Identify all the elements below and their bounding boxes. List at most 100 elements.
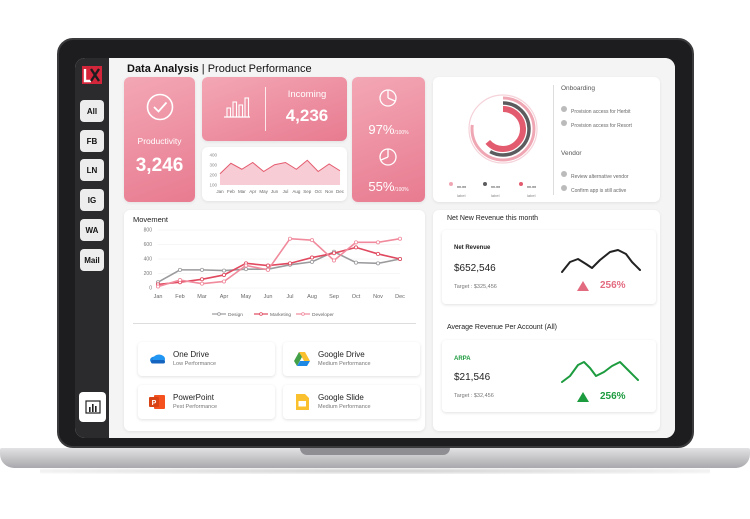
legend-dot <box>483 181 487 186</box>
movement-point <box>331 258 336 263</box>
vendor-item-label: Review alternative vendor <box>571 174 629 180</box>
triangle-up-icon <box>577 281 589 291</box>
movement-point <box>244 267 249 272</box>
mini-chart-card: 400 300 200 100 Jan Feb Mar Apr May Jun Jul Aug Sep O… <box>202 147 347 201</box>
mini-x-tick: Jul <box>283 189 289 194</box>
onboarding-item[interactable]: Provision access for Herbit <box>561 100 630 118</box>
bar-chart-icon <box>224 97 250 118</box>
movement-point <box>222 268 227 273</box>
net-revenue-target: Target : $325,456 <box>454 284 497 290</box>
sidebar-item-fb[interactable]: FB <box>80 130 104 152</box>
incoming-divider <box>265 87 266 131</box>
status-divider <box>553 85 554 195</box>
movement-y-tick: 800 <box>144 228 153 234</box>
google-drive-icon <box>294 352 310 366</box>
mini-x-tick: Jan <box>216 189 224 194</box>
tool-name: Google Slide <box>318 393 364 402</box>
laptop-shadow <box>40 468 710 474</box>
sparkline-path <box>561 249 641 273</box>
analytics-button[interactable] <box>79 392 106 422</box>
movement-point <box>309 259 314 264</box>
mini-y-tick: 200 <box>209 173 217 178</box>
tool-name: Google Drive <box>318 350 365 359</box>
sidebar-item-ln[interactable]: LN <box>80 159 104 181</box>
movement-point <box>287 261 292 266</box>
movement-series-line <box>157 250 401 283</box>
pie-chart-icon <box>379 89 397 107</box>
arpa-sparkline <box>561 361 639 383</box>
movement-y-tick: 0 <box>149 286 152 292</box>
legend-value: xx.xx <box>491 184 501 189</box>
mini-x-tick: Apr <box>249 189 257 194</box>
movement-point <box>397 236 402 241</box>
tool-performance: Medium Performance <box>318 361 371 367</box>
sidebar-item-label: LN <box>86 165 98 175</box>
check-icon <box>561 170 567 177</box>
incoming-label: Incoming <box>287 89 327 100</box>
movement-x-tick: Mar <box>197 294 207 300</box>
movement-point <box>375 240 380 245</box>
sidebar-item-all[interactable]: All <box>80 100 104 122</box>
arpa-box: ARPA $21,546 Target : $32,456 256% <box>442 340 656 412</box>
check-icon <box>561 119 567 126</box>
movement-y-tick: 400 <box>144 257 153 263</box>
onboarding-title: Onboarding <box>561 85 595 92</box>
movement-point <box>178 278 183 283</box>
sidebar-item-label: Mail <box>84 255 100 265</box>
percent-value-1: 97%/100% <box>352 121 425 139</box>
vendor-title: Vendor <box>561 150 582 157</box>
net-revenue-section-title: Net New Revenue this month <box>447 215 539 222</box>
movement-point <box>397 257 402 262</box>
laptop-notch <box>300 448 450 455</box>
sidebar: All FB LN IG WA Mail <box>75 58 109 438</box>
movement-point <box>156 284 161 289</box>
mini-x-tick: May <box>259 189 268 194</box>
percent-value-2: 55%/100% <box>352 178 425 196</box>
movement-y-tick: 600 <box>144 242 153 248</box>
net-revenue-sparkline <box>561 249 641 273</box>
movement-point <box>200 281 205 286</box>
tool-card-google-drive[interactable]: Google Drive Medium Performance <box>283 342 420 376</box>
movement-point <box>287 236 292 241</box>
mini-x-tick: Feb <box>227 189 235 194</box>
vendor-item[interactable]: Review alternative vendor <box>561 165 629 183</box>
net-revenue-box: Net Revenue $652,546 Target : $325,456 2… <box>442 230 656 304</box>
movement-x-tick: Nov <box>373 294 383 300</box>
percent-suffix: /100% <box>394 130 409 136</box>
mini-area-fill <box>220 160 340 185</box>
percent-value: 55% <box>368 179 395 194</box>
tool-performance: Pest Performance <box>173 404 218 410</box>
vendor-item[interactable]: Confirm app is still active <box>561 179 626 197</box>
svg-text:P: P <box>152 400 157 407</box>
sidebar-item-ig[interactable]: IG <box>80 189 104 211</box>
sidebar-item-label: All <box>86 106 98 116</box>
movement-x-tick: May <box>241 294 252 300</box>
legend-marker <box>217 312 221 316</box>
tool-card-onedrive[interactable]: One Drive Low Performance <box>138 342 275 376</box>
page-title-rest: | Product Performance <box>198 63 312 75</box>
mini-x-tick: Aug <box>292 189 301 194</box>
check-circle-icon <box>146 93 174 121</box>
movement-x-tick: Aug <box>307 294 317 300</box>
movement-point <box>200 267 205 272</box>
legend-item: xx.xx label <box>483 175 500 198</box>
status-card: xx.xx label xx.xx label xx.xx label Onboard… <box>433 77 660 202</box>
mini-y-tick: 300 <box>209 163 217 168</box>
tool-card-google-slide[interactable]: Google Slide Medium Performance <box>283 385 420 419</box>
movement-series-line <box>157 237 401 288</box>
tool-card-powerpoint[interactable]: P PowerPoint Pest Performance <box>138 385 275 419</box>
net-revenue-label: Net Revenue <box>454 245 491 251</box>
laptop-screen: All FB LN IG WA Mail Data Analysis | Pro… <box>75 58 675 438</box>
sidebar-item-wa[interactable]: WA <box>80 219 104 241</box>
percent-card: 97%/100% 55%/100% <box>352 77 425 202</box>
arpa-change: 256% <box>600 391 626 402</box>
legend-label: Marketing <box>270 312 291 318</box>
productivity-label: Productivity <box>137 136 182 146</box>
legend-marker <box>259 312 263 316</box>
legend-dot <box>519 181 523 186</box>
movement-x-tick: Dec <box>395 294 405 300</box>
sidebar-item-mail[interactable]: Mail <box>80 249 104 271</box>
movement-point <box>353 245 358 250</box>
onboarding-item[interactable]: Provision access for Resort <box>561 114 632 132</box>
